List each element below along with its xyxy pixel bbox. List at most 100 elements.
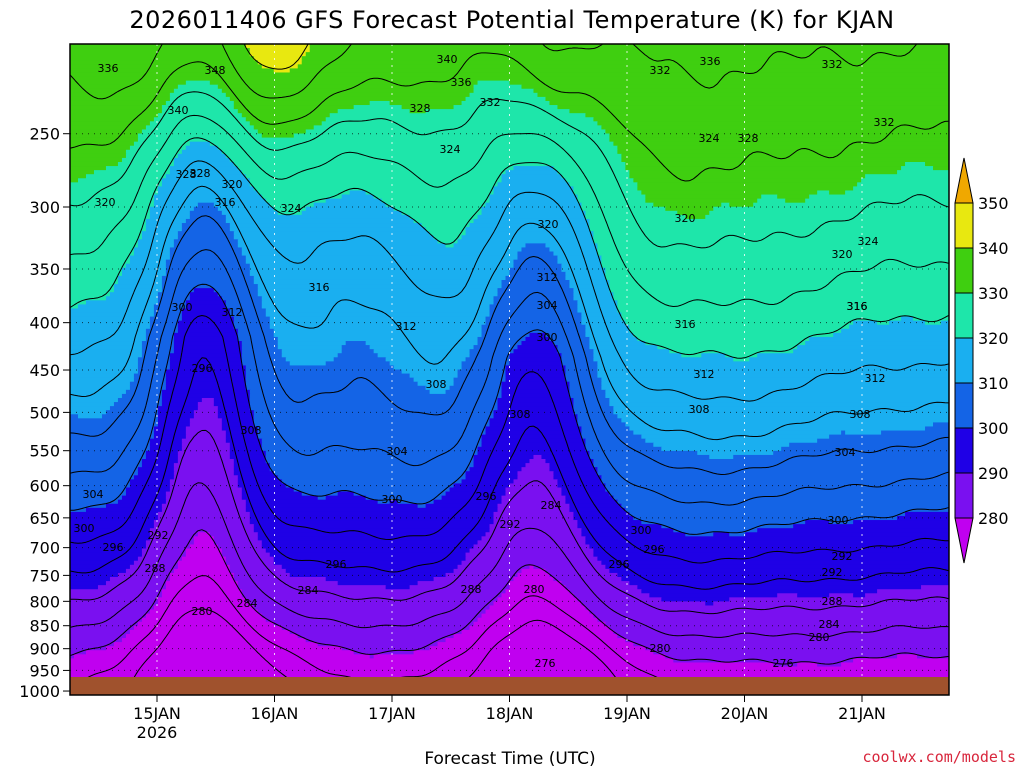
- contour-fill-cell: [221, 552, 271, 558]
- contour-fill-cell: [157, 422, 191, 428]
- contour-fill-cell: [289, 68, 949, 74]
- contour-fill-cell: [145, 454, 179, 460]
- contour-fill-cell: [341, 194, 375, 200]
- contour-label: 316: [847, 300, 868, 313]
- contour-line: [70, 283, 949, 535]
- contour-fill-cell: [609, 284, 949, 289]
- contour-fill-cell: [757, 198, 786, 204]
- contour-label: 312: [396, 320, 417, 333]
- contour-fill-cell: [473, 88, 535, 94]
- contour-fill-cell: [649, 593, 778, 598]
- contour-fill-cell: [701, 353, 726, 358]
- contour-fill-cell: [233, 100, 371, 106]
- contour-fill-cell: [473, 84, 523, 90]
- contour-fill-cell: [70, 231, 143, 236]
- contour-fill-cell: [70, 117, 155, 122]
- contour-fill-cell: [70, 304, 79, 310]
- contour-fill-cell: [513, 259, 559, 265]
- contour-fill-cell: [925, 320, 942, 326]
- contour-fill-cell: [617, 572, 949, 578]
- contour-fill-cell: [233, 231, 431, 236]
- contour-fill-cell: [521, 568, 547, 574]
- contour-fill-cell: [70, 361, 139, 367]
- contour-fill-cell: [185, 552, 223, 558]
- contour-fill-cell: [645, 341, 806, 346]
- contour-fill-cell: [393, 365, 463, 371]
- contour-fill-cell: [213, 202, 271, 208]
- contour-fill-cell: [70, 52, 251, 57]
- contour-fill-cell: [153, 198, 267, 204]
- contour-fill-cell: [433, 577, 515, 582]
- contour-fill-cell: [273, 328, 483, 334]
- colorbar: 350 340 330 320 310 300 290 280: [954, 157, 1009, 564]
- contour-fill-cell: [853, 320, 878, 326]
- contour-fill-cell: [577, 304, 618, 310]
- contour-fill-cell: [285, 483, 455, 489]
- contour-fill-cell: [633, 178, 862, 183]
- contour-fill-cell: [70, 662, 774, 668]
- contour-fill-cell: [70, 166, 107, 171]
- contour-fill-cell: [669, 349, 794, 354]
- contour-fill-cell: [589, 223, 949, 228]
- contour-fill-cell: [437, 642, 634, 647]
- contour-fill-cell: [561, 174, 630, 179]
- contour-fill-cell: [729, 597, 949, 603]
- contour-fill-cell: [633, 515, 898, 521]
- contour-fill-cell: [581, 601, 706, 607]
- contour-fill-cell: [249, 402, 499, 407]
- contour-fill-cell: [193, 206, 219, 212]
- contour-fill-cell: [237, 328, 275, 334]
- contour-fill-cell: [165, 491, 243, 497]
- x-tick-label: 18JAN: [486, 704, 534, 723]
- contour-fill-cell: [70, 190, 159, 196]
- contour-fill-cell: [593, 613, 949, 619]
- contour-fill-cell: [70, 434, 155, 440]
- contour-label: 280: [192, 605, 213, 618]
- contour-fill-cell: [233, 324, 271, 330]
- contour-fill-cell: [501, 284, 571, 289]
- contour-fill-cell: [609, 279, 949, 285]
- contour-fill-cell: [245, 44, 311, 49]
- contour-fill-cell: [70, 92, 171, 98]
- contour-fill-cell: [269, 316, 487, 322]
- contour-fill-cell: [661, 597, 730, 603]
- contour-fill-cell: [637, 182, 858, 188]
- contour-label: 284: [298, 584, 319, 597]
- contour-fill-cell: [217, 145, 618, 151]
- contour-fill-cell: [941, 320, 949, 326]
- contour-fill-cell: [70, 243, 139, 249]
- contour-fill-cell: [70, 393, 123, 399]
- contour-fill-cell: [149, 210, 191, 216]
- contour-fill-cell: [617, 499, 949, 505]
- contour-fill-cell: [293, 133, 610, 139]
- contour-fill-cell: [625, 320, 854, 326]
- contour-fill-cell: [221, 149, 618, 155]
- contour-fill-cell: [633, 332, 834, 338]
- contour-fill-cell: [265, 617, 479, 623]
- contour-fill-cell: [481, 438, 587, 444]
- contour-fill-cell: [173, 157, 231, 163]
- y-tick-label: 550: [29, 442, 60, 461]
- contour-fill-cell: [133, 251, 171, 257]
- contour-fill-cell: [221, 548, 267, 554]
- contour-fill-cell: [70, 385, 131, 391]
- contour-fill-cell: [249, 520, 495, 525]
- contour-fill-cell: [70, 218, 147, 224]
- contour-fill-cell: [145, 332, 175, 338]
- colorbar-label: 320: [978, 329, 1009, 348]
- contour-fill-cell: [145, 227, 183, 232]
- contour-fill-cell: [245, 507, 499, 513]
- contour-fill-cell: [325, 198, 383, 204]
- contour-fill-cell: [497, 406, 575, 411]
- contour-fill-cell: [509, 483, 559, 489]
- contour-fill-cell: [70, 597, 159, 603]
- contour-fill-cell: [517, 572, 551, 578]
- contour-fill-cell: [193, 410, 219, 415]
- x-tick-label: 19JAN: [603, 704, 651, 723]
- contour-fill-cell: [149, 320, 179, 326]
- contour-fill-cell: [233, 235, 435, 240]
- contour-label: 296: [326, 558, 347, 571]
- contour-fill-cell: [70, 72, 949, 78]
- contour-fill-cell: [573, 406, 614, 411]
- contour-fill-cell: [121, 638, 307, 643]
